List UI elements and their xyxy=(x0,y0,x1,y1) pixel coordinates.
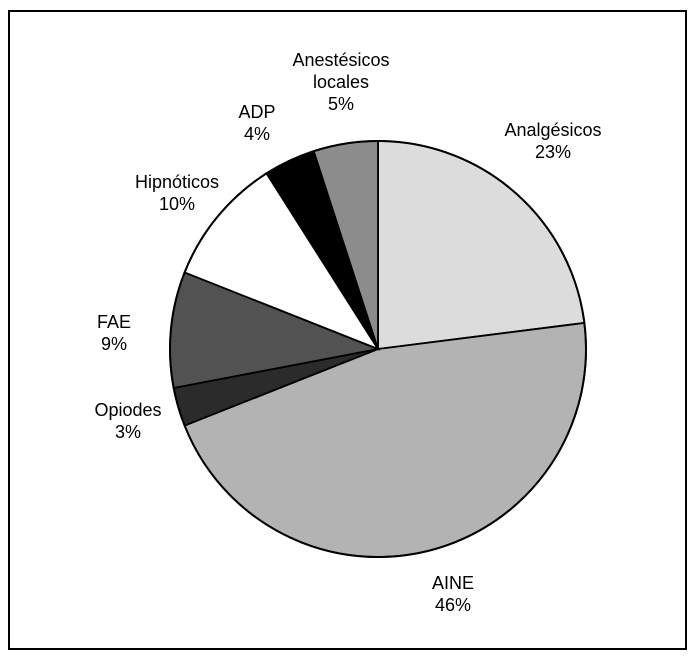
slice-label-line: Analgésicos xyxy=(504,120,602,140)
slice-label-fae: FAE 9% xyxy=(97,311,131,355)
slice-label-line: FAE xyxy=(96,312,132,332)
slice-label-line: Anestésicos xyxy=(292,50,390,70)
pie-slice-analgesicos xyxy=(377,140,586,351)
slice-label-anestesicos-locales: Anestésicos locales 5% xyxy=(292,49,389,115)
slice-label-opiodes: Opiodes 3% xyxy=(94,399,161,443)
slice-label-line: Opiodes xyxy=(94,400,162,420)
pie-outline xyxy=(169,140,587,558)
slice-label-line: 9% xyxy=(100,334,128,354)
slice-label-hipnoticos: Hipnóticos 10% xyxy=(135,171,219,215)
slice-label-line: 3% xyxy=(114,422,142,442)
slice-label-line: locales xyxy=(312,72,370,92)
slice-label-line: 4% xyxy=(243,124,271,144)
slice-label-adp: ADP 4% xyxy=(238,101,275,145)
slice-label-line: 23% xyxy=(534,142,572,162)
slice-label-line: 10% xyxy=(158,194,196,214)
slice-label-analgesicos: Analgésicos 23% xyxy=(504,119,601,163)
slice-label-line: 46% xyxy=(434,595,472,615)
slice-label-aine: AINE 46% xyxy=(432,572,474,616)
slice-label-line: Hipnóticos xyxy=(134,172,220,192)
slice-label-line: ADP xyxy=(238,102,276,122)
slice-label-line: AINE xyxy=(431,573,475,593)
slice-label-line: 5% xyxy=(327,94,354,114)
